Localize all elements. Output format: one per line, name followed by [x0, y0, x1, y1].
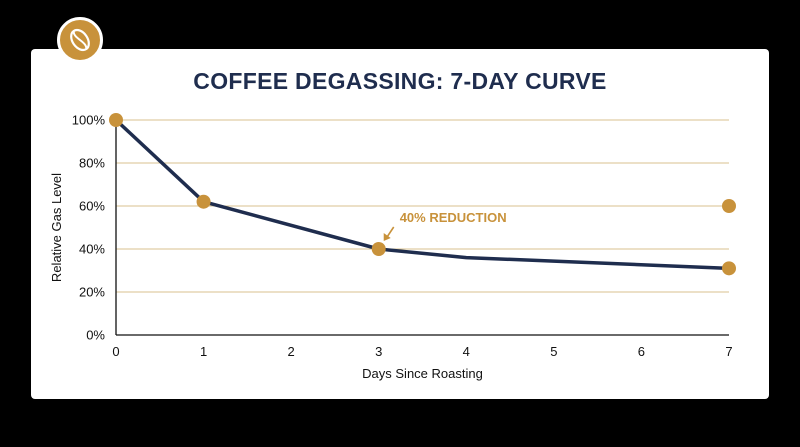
x-tick-label: 5	[550, 344, 557, 359]
x-tick-label: 2	[288, 344, 295, 359]
data-point	[722, 199, 736, 213]
x-tick-label: 3	[375, 344, 382, 359]
x-tick-label: 1	[200, 344, 207, 359]
y-tick-label: 100%	[72, 113, 106, 128]
y-tick-label: 40%	[79, 242, 105, 257]
annotation-label: 40% REDUCTION	[400, 210, 507, 225]
data-point	[722, 261, 736, 276]
coffee-badge	[57, 17, 103, 63]
x-tick-label: 4	[463, 344, 470, 359]
y-tick-label: 20%	[79, 285, 105, 300]
x-tick-label: 7	[725, 344, 732, 359]
series-line	[114, 118, 731, 271]
chart-card	[31, 49, 769, 399]
y-tick-label: 0%	[86, 328, 105, 343]
x-tick-label: 6	[638, 344, 645, 359]
x-axis-title: Days Since Roasting	[362, 366, 483, 381]
y-tick-label: 80%	[79, 156, 105, 171]
annotation-arrowhead	[383, 233, 391, 241]
y-tick-label: 60%	[79, 199, 105, 214]
x-tick-label: 0	[112, 344, 119, 359]
data-point	[371, 242, 386, 256]
chart-title: COFFEE DEGASSING: 7-DAY CURVE	[193, 68, 607, 94]
data-point	[196, 194, 211, 209]
coffee-bean-icon	[70, 28, 90, 52]
y-axis-title: Relative Gas Level	[49, 173, 64, 282]
data-point	[109, 113, 123, 127]
